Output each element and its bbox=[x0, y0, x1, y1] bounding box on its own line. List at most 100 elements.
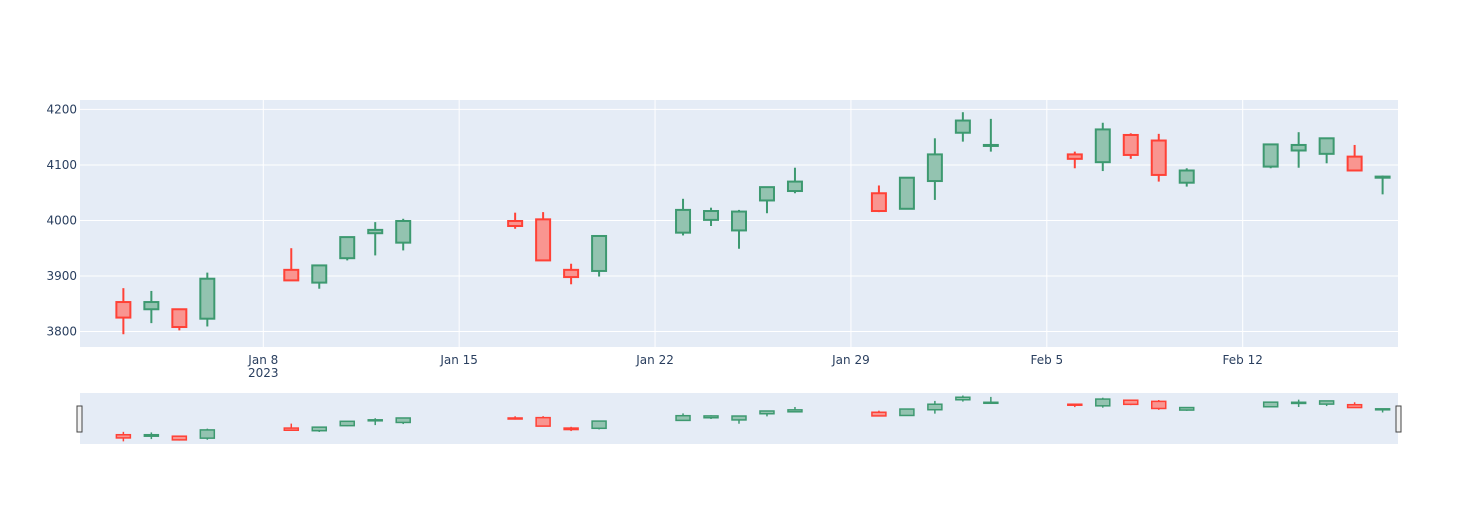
y-axis-ticks: 3800 3900 4000 4100 4200 bbox=[46, 102, 77, 338]
candle-increasing[interactable] bbox=[143, 290, 160, 324]
slider-candle bbox=[1318, 400, 1335, 407]
candle-body bbox=[870, 192, 887, 213]
candle-body bbox=[1122, 133, 1139, 156]
candle-body bbox=[143, 301, 160, 311]
slider-candle-body bbox=[563, 427, 579, 431]
candle-body bbox=[171, 308, 188, 329]
candle-increasing[interactable] bbox=[954, 112, 971, 142]
slider-candle-body bbox=[1178, 406, 1195, 411]
slider-candle-body bbox=[927, 403, 943, 411]
slider-candle bbox=[675, 413, 691, 422]
candle-increasing[interactable] bbox=[339, 236, 356, 261]
candle-decreasing[interactable] bbox=[115, 288, 132, 335]
slider-candle bbox=[759, 410, 775, 417]
y-tick-label: 3800 bbox=[46, 324, 77, 338]
slider-candle bbox=[143, 432, 160, 440]
candle-decreasing[interactable] bbox=[1066, 151, 1083, 169]
slider-candle bbox=[731, 415, 747, 424]
slider-candle-body bbox=[731, 415, 747, 421]
candle-increasing[interactable] bbox=[1262, 143, 1279, 169]
slider-candle bbox=[1095, 397, 1111, 408]
candle-increasing[interactable] bbox=[898, 176, 915, 210]
candle-body bbox=[311, 264, 328, 284]
range-slider-handle-right[interactable] bbox=[1395, 405, 1402, 433]
candle-decreasing[interactable] bbox=[563, 263, 580, 285]
slider-candle-body bbox=[283, 427, 300, 431]
slider-candle bbox=[311, 426, 328, 432]
y-tick-label: 4100 bbox=[46, 158, 77, 172]
candle-body bbox=[1290, 143, 1307, 152]
slider-candle bbox=[1150, 399, 1167, 410]
candle-increasing[interactable] bbox=[758, 186, 775, 214]
candle-increasing[interactable] bbox=[1094, 122, 1111, 172]
candle-decreasing[interactable] bbox=[171, 308, 188, 331]
range-slider[interactable] bbox=[76, 393, 1402, 444]
candle-increasing[interactable] bbox=[395, 218, 412, 251]
candle-increasing[interactable] bbox=[1290, 132, 1307, 168]
candle-body bbox=[283, 268, 300, 282]
candle-decreasing[interactable] bbox=[283, 248, 300, 282]
slider-candle bbox=[1123, 399, 1139, 406]
candle-increasing[interactable] bbox=[982, 118, 999, 152]
slider-candle bbox=[1178, 406, 1195, 411]
candle-decreasing[interactable] bbox=[870, 185, 887, 213]
candle-decreasing[interactable] bbox=[507, 212, 524, 229]
slider-candle-body bbox=[1374, 408, 1391, 411]
candle-increasing[interactable] bbox=[591, 234, 608, 277]
slider-candle bbox=[871, 410, 887, 417]
slider-candle-body bbox=[1346, 403, 1363, 409]
candle-body bbox=[1066, 153, 1083, 160]
candle-increasing[interactable] bbox=[1318, 137, 1335, 164]
candle-body bbox=[1094, 128, 1111, 164]
candle-increasing[interactable] bbox=[703, 207, 720, 226]
slider-candle-body bbox=[115, 433, 132, 439]
slider-candle bbox=[115, 431, 132, 442]
x-tick-label: Jan 29 bbox=[831, 353, 870, 367]
candle-body bbox=[339, 236, 356, 260]
candle-increasing[interactable] bbox=[199, 272, 216, 327]
candle-decreasing[interactable] bbox=[1346, 144, 1363, 172]
candle-body bbox=[1178, 169, 1195, 184]
candle-increasing[interactable] bbox=[731, 209, 747, 249]
candle-increasing[interactable] bbox=[311, 264, 328, 289]
slider-candle-body bbox=[367, 419, 383, 422]
slider-candle bbox=[1374, 408, 1391, 413]
range-slider-handle-left[interactable] bbox=[76, 405, 83, 433]
slider-candle-body bbox=[1318, 400, 1335, 405]
slider-candle bbox=[535, 416, 551, 427]
y-tick-label: 4000 bbox=[46, 213, 77, 227]
candle-decreasing[interactable] bbox=[1122, 133, 1139, 159]
candle-increasing[interactable] bbox=[926, 138, 943, 200]
slider-candle-body bbox=[1067, 403, 1083, 406]
candle-increasing[interactable] bbox=[367, 222, 384, 256]
slider-candle bbox=[395, 417, 411, 425]
slider-candle bbox=[283, 423, 300, 431]
candle-increasing[interactable] bbox=[1178, 168, 1195, 187]
slider-candle bbox=[983, 396, 999, 405]
candle-decreasing[interactable] bbox=[535, 212, 552, 262]
candle-body bbox=[1262, 143, 1279, 168]
candle-body bbox=[115, 301, 132, 319]
candle-body bbox=[758, 186, 775, 202]
candle-body bbox=[675, 208, 692, 234]
slider-candle bbox=[927, 400, 943, 414]
candle-body bbox=[1346, 155, 1363, 172]
slider-candle bbox=[367, 418, 383, 426]
candlestick-series[interactable] bbox=[115, 112, 1391, 335]
slider-candle-body bbox=[1123, 399, 1139, 406]
candle-increasing[interactable] bbox=[1374, 175, 1391, 195]
slider-candle bbox=[1262, 401, 1279, 408]
slider-candle-body bbox=[507, 417, 523, 420]
candle-increasing[interactable] bbox=[786, 167, 803, 194]
candle-body bbox=[395, 220, 412, 244]
slider-candle-body bbox=[311, 426, 328, 432]
candle-body bbox=[898, 176, 915, 210]
slider-candle bbox=[955, 395, 971, 402]
slider-candle-body bbox=[703, 415, 719, 419]
slider-candle-body bbox=[1150, 400, 1167, 410]
slider-candle-body bbox=[983, 401, 999, 405]
candle-increasing[interactable] bbox=[675, 198, 692, 236]
candle-decreasing[interactable] bbox=[1150, 133, 1167, 182]
slider-candle-body bbox=[955, 396, 971, 401]
